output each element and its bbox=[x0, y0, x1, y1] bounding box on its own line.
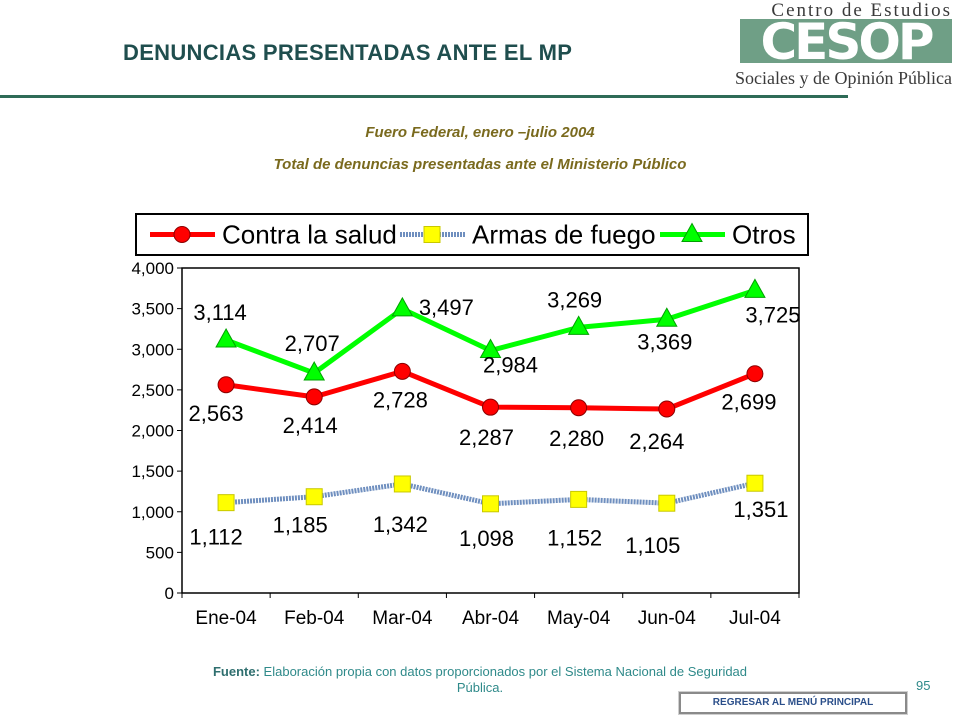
data-label: 3,725 bbox=[745, 302, 800, 327]
data-point bbox=[305, 488, 323, 506]
y-tick-label: 1,000 bbox=[131, 503, 174, 522]
logo-bottom-text: Sociales y de Opinión Pública bbox=[735, 68, 952, 88]
y-tick-label: 500 bbox=[146, 543, 174, 562]
chart-subtitle-total: Total de denuncias presentadas ante el M… bbox=[273, 156, 687, 173]
data-point bbox=[303, 361, 326, 381]
data-label: 2,563 bbox=[189, 401, 244, 426]
data-point bbox=[482, 398, 499, 416]
data-label: 2,728 bbox=[373, 387, 428, 412]
data-point bbox=[655, 307, 678, 327]
data-label: 2,264 bbox=[629, 429, 684, 454]
data-point bbox=[482, 495, 499, 513]
source-text: Elaboración propia con datos proporciona… bbox=[263, 664, 748, 695]
page-number: 95 bbox=[916, 678, 931, 693]
y-tick-label: 1,500 bbox=[131, 462, 174, 481]
data-label: 3,114 bbox=[193, 300, 246, 325]
page-title: DENUNCIAS PRESENTADAS ANTE EL MP bbox=[123, 40, 573, 65]
legend-label: Armas de fuego bbox=[472, 220, 656, 250]
header-divider bbox=[0, 95, 848, 98]
data-label: 1,098 bbox=[459, 526, 514, 551]
source-note: Fuente: Elaboración propia con datos pro… bbox=[205, 664, 755, 696]
legend-marker bbox=[173, 226, 191, 243]
data-point bbox=[744, 278, 766, 298]
data-label: 2,287 bbox=[459, 425, 514, 450]
y-tick-label: 2,500 bbox=[131, 381, 174, 400]
y-tick-label: 3,000 bbox=[131, 340, 174, 359]
data-point bbox=[305, 388, 323, 406]
data-point bbox=[658, 494, 676, 512]
legend-label: Contra la salud bbox=[222, 220, 397, 250]
line-chart: 0 500 1,000 1,500 2,000 2,500 3,000 3,500 4,000 E… bbox=[131, 213, 809, 629]
data-label: 2,699 bbox=[721, 390, 776, 415]
data-point bbox=[393, 362, 411, 380]
x-tick-label: Jun-04 bbox=[638, 608, 697, 629]
logo-mark: CESOP bbox=[740, 17, 952, 65]
data-point bbox=[393, 475, 411, 493]
data-label: 1,112 bbox=[189, 525, 242, 550]
back-to-menu-button[interactable]: REGRESAR AL MENÚ PRINCIPAL bbox=[678, 691, 908, 715]
legend-label: Otros bbox=[732, 220, 796, 250]
y-tick-label: 4,000 bbox=[131, 259, 174, 278]
data-label: 3,269 bbox=[547, 287, 602, 312]
x-tick-label: May-04 bbox=[547, 608, 611, 629]
data-point bbox=[217, 494, 235, 512]
data-point bbox=[570, 399, 588, 417]
y-tick-label: 0 bbox=[165, 584, 174, 603]
data-label: 1,105 bbox=[625, 533, 680, 558]
data-point bbox=[746, 474, 764, 492]
svg-text:CESOP: CESOP bbox=[760, 17, 932, 65]
data-point bbox=[570, 490, 588, 508]
data-point bbox=[658, 400, 676, 418]
data-point bbox=[746, 365, 764, 383]
data-label: 2,707 bbox=[285, 331, 340, 356]
data-point bbox=[217, 376, 235, 394]
data-point bbox=[215, 327, 237, 348]
data-point bbox=[567, 315, 590, 335]
data-label: 1,185 bbox=[273, 513, 328, 538]
legend-marker bbox=[423, 226, 441, 243]
data-label: 2,984 bbox=[483, 353, 538, 378]
x-tick-label: Jul-04 bbox=[729, 608, 781, 629]
data-label: 2,414 bbox=[283, 413, 338, 438]
data-point bbox=[479, 338, 502, 359]
data-label: 1,152 bbox=[547, 525, 602, 550]
data-label: 1,351 bbox=[733, 497, 788, 522]
x-tick-label: Feb-04 bbox=[284, 608, 345, 629]
data-label: 3,369 bbox=[637, 329, 692, 354]
y-tick-label: 3,500 bbox=[131, 300, 174, 319]
data-label: 1,342 bbox=[373, 512, 428, 537]
data-point bbox=[391, 296, 414, 317]
x-tick-label: Mar-04 bbox=[372, 608, 433, 629]
data-label: 2,280 bbox=[549, 426, 604, 451]
legend-marker bbox=[681, 222, 703, 242]
x-tick-label: Ene-04 bbox=[195, 608, 257, 629]
x-tick-label: Abr-04 bbox=[462, 608, 519, 629]
cesop-logo: Centro de Estudios CESOP Sociales y de O… bbox=[735, 0, 960, 96]
data-label: 3,497 bbox=[419, 295, 474, 320]
source-label: Fuente: bbox=[212, 664, 260, 679]
y-tick-label: 2,000 bbox=[131, 422, 174, 441]
logo-top-text: Centro de Estudios bbox=[771, 0, 952, 21]
chart-subtitle-period: Fuero Federal, enero –julio 2004 bbox=[365, 124, 595, 141]
